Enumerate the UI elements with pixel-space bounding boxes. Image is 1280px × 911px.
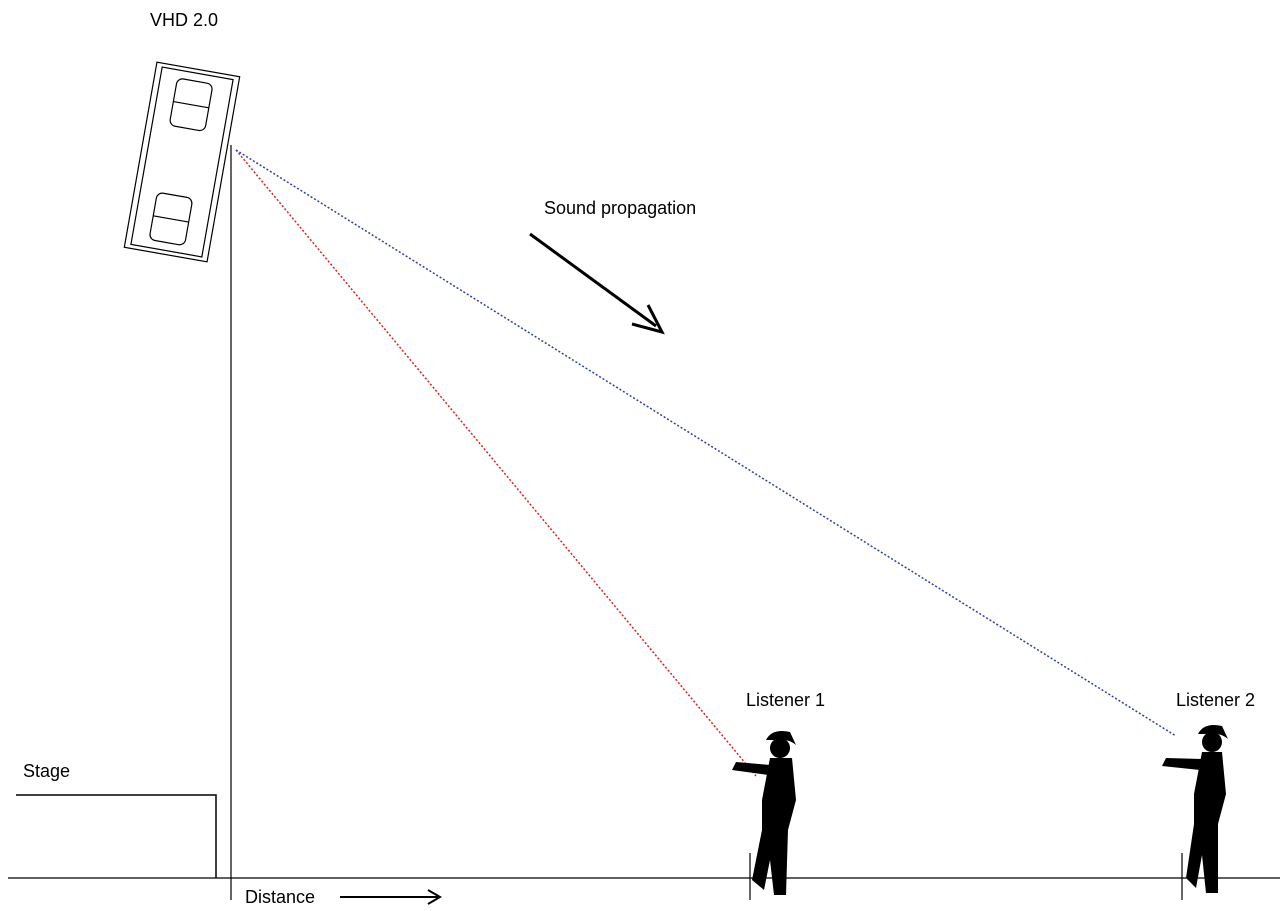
listener-1-silhouette [732, 731, 796, 895]
stage-label: Stage [23, 761, 70, 781]
listener-2-silhouette [1162, 725, 1228, 893]
propagation-arrow [529, 232, 657, 328]
listener-1-label: Listener 1 [746, 690, 825, 710]
path-listener-1 [235, 149, 757, 777]
propagation-label: Sound propagation [544, 198, 696, 218]
propagation-arrowhead [631, 304, 665, 335]
stage-outline [16, 794, 217, 878]
speaker-label: VHD 2.0 [150, 10, 218, 30]
listener-2-label: Listener 2 [1176, 690, 1255, 710]
distance-label: Distance [245, 887, 315, 907]
speaker-cabinet [123, 61, 241, 263]
distance-arrowhead [427, 889, 442, 905]
path-listener-2 [235, 149, 1177, 737]
